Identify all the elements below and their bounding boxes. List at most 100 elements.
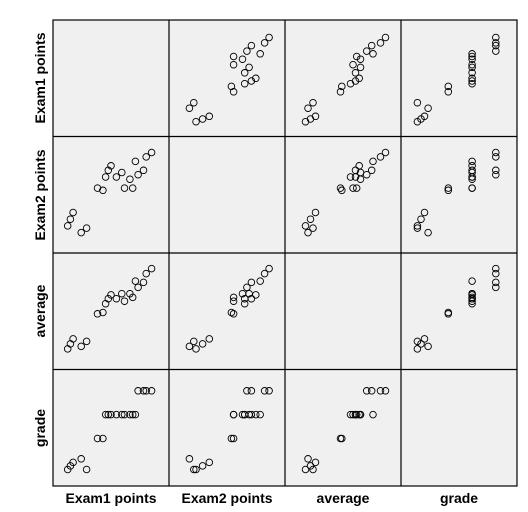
point-grade-vs-average-2 xyxy=(311,458,320,467)
point-grade-vs-exam2-points-16 xyxy=(243,387,251,395)
point-exam2-points-vs-grade-6 xyxy=(444,186,453,195)
point-exam2-points-vs-exam1-points-9 xyxy=(107,162,115,170)
point-grade-vs-exam1-points-19 xyxy=(147,387,156,395)
cell-grade-vs-exam2-points xyxy=(169,369,285,486)
point-grade-vs-exam2-points-17 xyxy=(247,387,256,395)
point-exam2-points-vs-average-4 xyxy=(309,224,317,232)
point-exam1-points-vs-average-14 xyxy=(352,52,361,61)
point-average-vs-exam2-points-10 xyxy=(240,294,249,303)
point-exam2-points-vs-grade-15 xyxy=(468,157,476,166)
point-exam2-points-vs-exam1-points-1 xyxy=(66,215,75,223)
point-exam1-points-vs-exam2-points-1 xyxy=(198,115,207,123)
point-grade-vs-exam2-points-4 xyxy=(190,465,198,474)
point-exam2-points-vs-average-14 xyxy=(352,184,361,192)
point-exam2-points-vs-average-17 xyxy=(367,166,376,175)
point-exam1-points-vs-average-17 xyxy=(367,41,376,50)
point-exam1-points-vs-exam2-points-12 xyxy=(229,60,238,69)
point-exam1-points-vs-exam2-points-8 xyxy=(247,77,256,85)
point-grade-vs-exam1-points-3 xyxy=(77,455,85,463)
cell-exam1-points-vs-exam2-points xyxy=(169,20,285,137)
cell-exam1-points-vs-grade xyxy=(401,20,517,137)
point-exam2-points-vs-exam1-points-15 xyxy=(131,157,140,166)
point-exam2-points-vs-grade-17 xyxy=(492,166,500,175)
point-grade-vs-exam2-points-10 xyxy=(240,410,249,419)
point-grade-vs-average-14 xyxy=(352,410,361,419)
x-axis-label-grade: grade xyxy=(440,490,478,506)
point-exam1-points-vs-average-5 xyxy=(336,88,345,96)
point-exam1-points-vs-exam2-points-14 xyxy=(229,52,238,61)
x-axis-label-exam2: Exam2 points xyxy=(181,490,272,506)
point-average-vs-exam1-points-14 xyxy=(128,293,137,302)
point-exam2-points-vs-exam1-points-17 xyxy=(139,166,148,175)
point-grade-vs-exam2-points-3 xyxy=(185,455,194,463)
point-exam1-points-vs-exam2-points-11 xyxy=(245,63,253,72)
matrix-frame xyxy=(52,19,518,487)
point-exam1-points-vs-grade-2 xyxy=(420,112,429,121)
point-exam1-points-vs-exam2-points-19 xyxy=(265,33,273,42)
cell-average-vs-exam1-points xyxy=(53,253,169,370)
point-grade-vs-average-19 xyxy=(381,387,390,395)
point-grade-vs-exam1-points-4 xyxy=(82,465,91,474)
point-average-vs-exam2-points-14 xyxy=(229,293,238,302)
point-average-vs-grade-18 xyxy=(492,269,500,278)
point-exam1-points-vs-exam2-points-18 xyxy=(260,39,269,47)
point-grade-vs-average-17 xyxy=(367,387,376,395)
point-average-vs-exam2-points-6 xyxy=(227,308,236,317)
cell-exam2-points-vs-exam2-points xyxy=(169,136,285,253)
point-grade-vs-exam1-points-6 xyxy=(99,434,107,443)
point-grade-vs-exam1-points-11 xyxy=(118,410,126,419)
point-grade-vs-exam1-points-13 xyxy=(126,410,134,419)
point-grade-vs-average-13 xyxy=(356,410,365,419)
point-average-vs-grade-4 xyxy=(413,337,422,346)
cell-exam2-points-vs-grade xyxy=(401,136,517,253)
point-exam1-points-vs-grade-5 xyxy=(444,88,453,96)
point-average-vs-grade-13 xyxy=(468,289,476,298)
point-average-vs-exam1-points-6 xyxy=(99,308,107,317)
point-exam2-points-vs-average-16 xyxy=(362,170,371,179)
cell-average-vs-average xyxy=(285,253,401,370)
point-grade-vs-exam2-points-14 xyxy=(229,410,238,419)
point-exam1-points-vs-average-12 xyxy=(349,60,357,69)
point-average-vs-exam2-points-0 xyxy=(192,345,200,353)
point-exam2-points-vs-exam1-points-4 xyxy=(82,224,91,232)
y-axis-label-grade: grade xyxy=(32,409,48,447)
point-exam2-points-vs-average-15 xyxy=(369,157,377,166)
point-average-vs-exam1-points-17 xyxy=(139,278,148,287)
point-exam2-points-vs-average-6 xyxy=(338,186,346,195)
point-average-vs-exam1-points-12 xyxy=(120,297,129,305)
point-exam1-points-vs-grade-9 xyxy=(468,74,476,83)
point-average-vs-exam2-points-4 xyxy=(190,337,198,346)
point-exam1-points-vs-grade-10 xyxy=(468,69,476,77)
point-average-vs-exam2-points-15 xyxy=(256,277,264,285)
point-exam2-points-vs-grade-4 xyxy=(413,224,422,232)
point-exam2-points-vs-exam1-points-2 xyxy=(69,208,77,217)
point-grade-vs-exam2-points-0 xyxy=(192,465,200,474)
point-exam2-points-vs-grade-3 xyxy=(424,228,432,237)
point-average-vs-exam2-points-16 xyxy=(243,283,251,292)
point-exam1-points-vs-grade-13 xyxy=(468,55,476,63)
point-exam1-points-vs-exam2-points-16 xyxy=(243,47,251,55)
point-exam2-points-vs-average-5 xyxy=(336,184,345,192)
matrix-points xyxy=(63,33,500,474)
point-exam1-points-vs-exam2-points-9 xyxy=(252,74,260,83)
point-exam2-points-vs-grade-18 xyxy=(492,153,500,161)
point-exam2-points-vs-average-7 xyxy=(346,173,355,181)
point-exam1-points-vs-grade-14 xyxy=(468,52,476,61)
point-grade-vs-exam2-points-19 xyxy=(265,387,273,395)
point-average-vs-grade-19 xyxy=(492,264,500,273)
point-exam2-points-vs-grade-1 xyxy=(417,215,425,223)
point-exam1-points-vs-grade-6 xyxy=(444,82,453,91)
point-exam2-points-vs-average-13 xyxy=(356,175,365,183)
point-exam1-points-vs-exam2-points-6 xyxy=(227,82,236,91)
point-grade-vs-average-4 xyxy=(309,465,317,474)
y-axis-label-exam2: Exam2 points xyxy=(32,149,48,240)
point-grade-vs-exam2-points-1 xyxy=(198,462,207,470)
point-exam1-points-vs-average-10 xyxy=(351,69,360,77)
point-average-vs-exam2-points-3 xyxy=(185,342,194,351)
cell-exam2-points-vs-average xyxy=(285,136,401,253)
point-exam1-points-vs-grade-18 xyxy=(492,39,500,47)
cell-average-vs-exam2-points xyxy=(169,253,285,370)
point-exam1-points-vs-grade-16 xyxy=(492,47,500,55)
point-average-vs-exam1-points-8 xyxy=(104,294,113,303)
